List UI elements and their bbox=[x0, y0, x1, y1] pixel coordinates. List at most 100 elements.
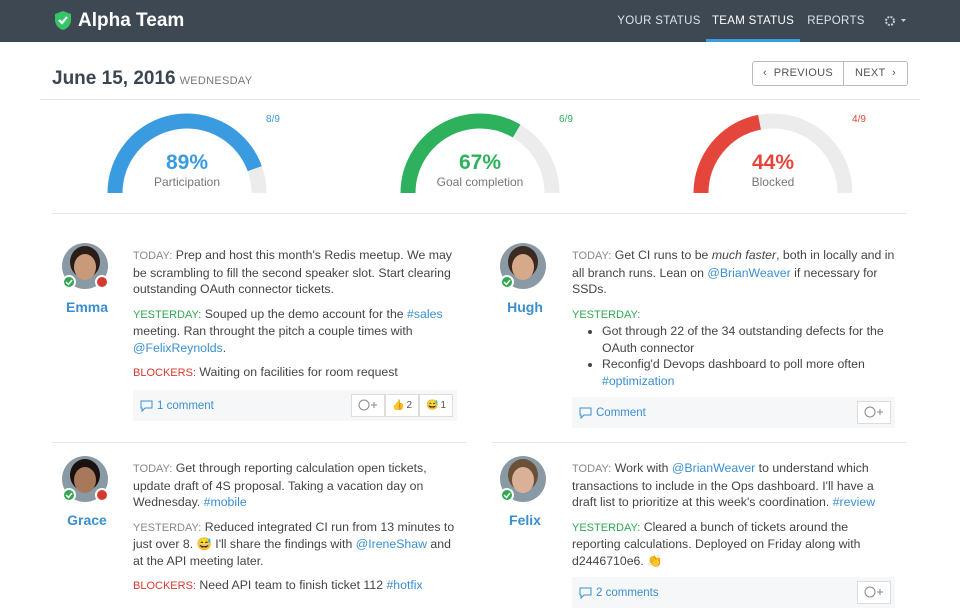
link[interactable]: @BrianWeaver bbox=[707, 265, 791, 280]
add-reaction[interactable] bbox=[857, 581, 891, 604]
avatar bbox=[62, 243, 109, 289]
comment-icon bbox=[140, 400, 153, 412]
card-footer: 2 comments bbox=[572, 577, 895, 608]
text: , both in locally and in all branch runs… bbox=[572, 248, 895, 280]
bullet-item: Got through 22 of the 34 outstanding def… bbox=[602, 323, 897, 356]
person-name[interactable]: Grace bbox=[67, 512, 107, 528]
add-reaction[interactable] bbox=[857, 401, 891, 424]
status-card: TODAY: Get through reporting calculation… bbox=[133, 460, 458, 603]
divider bbox=[40, 99, 920, 100]
avatar bbox=[62, 456, 109, 502]
nav-item[interactable]: YOUR STATUS bbox=[617, 15, 701, 27]
text: meeting. Ran throught the pitch a couple… bbox=[133, 324, 413, 338]
link[interactable]: #optimization bbox=[602, 373, 675, 388]
link[interactable]: @IreneShaw bbox=[355, 537, 427, 551]
icon-plus bbox=[371, 401, 377, 408]
text: . bbox=[222, 340, 227, 355]
link[interactable]: #review bbox=[832, 495, 876, 509]
avatar bbox=[500, 456, 546, 502]
avatar-face bbox=[512, 254, 534, 280]
link[interactable]: @FelixReynolds bbox=[133, 340, 223, 355]
gauge-count: 8/9 bbox=[266, 114, 280, 125]
status-ok bbox=[500, 488, 514, 502]
settings[interactable] bbox=[884, 14, 908, 28]
add-reaction-icon bbox=[864, 586, 883, 598]
status-section: YESTERDAY: Cleared a bunch of tickets ar… bbox=[572, 519, 897, 570]
brand-icon bbox=[55, 11, 71, 30]
status-section: TODAY: Get through reporting calculation… bbox=[133, 460, 458, 511]
comment-link[interactable]: Comment bbox=[596, 407, 646, 419]
status-ok bbox=[500, 275, 514, 289]
status-card: TODAY: Get CI runs to be much faster, bo… bbox=[572, 247, 897, 428]
person-name[interactable]: Hugh bbox=[507, 299, 543, 315]
person-name[interactable]: Emma bbox=[65, 299, 109, 315]
comment-link[interactable]: 1 comment bbox=[157, 399, 214, 412]
add-reaction[interactable] bbox=[351, 393, 385, 417]
link[interactable]: @BrianWeaver bbox=[671, 461, 756, 475]
section-label: TODAY: bbox=[133, 463, 173, 475]
weekday: WEDNESDAY bbox=[179, 75, 253, 87]
prev-label: PREVIOUS bbox=[773, 67, 833, 79]
text: Reconfig'd Devops dashboard to poll more… bbox=[602, 357, 865, 371]
gauge-arc bbox=[107, 113, 262, 194]
status-section: YESTERDAY: Got through 22 of the 34 outs… bbox=[572, 306, 897, 390]
card-footer: Comment bbox=[572, 397, 895, 428]
section-label: TODAY: bbox=[572, 250, 612, 262]
section-label: YESTERDAY: bbox=[133, 521, 202, 534]
reaction-emoji: 😅 bbox=[425, 399, 439, 411]
divider bbox=[52, 442, 467, 443]
text: Get CI runs to be bbox=[614, 248, 712, 262]
section-label: YESTERDAY: bbox=[572, 521, 641, 534]
nav-item[interactable]: REPORTS bbox=[807, 15, 865, 27]
status-blocked bbox=[95, 488, 109, 502]
brand[interactable]: Alpha Team bbox=[78, 10, 185, 31]
gauge-label: Blocked bbox=[752, 175, 795, 189]
text: Work with bbox=[614, 461, 672, 475]
section-label: TODAY: bbox=[572, 463, 612, 475]
link[interactable]: #mobile bbox=[203, 495, 247, 509]
status-section: BLOCKERS: Need API team to finish ticket… bbox=[133, 577, 458, 595]
link[interactable]: #hotfix bbox=[386, 578, 423, 592]
next-label: NEXT bbox=[854, 67, 886, 79]
reaction-emoji: 👍 bbox=[391, 399, 405, 411]
text: and at the API meeting later. bbox=[133, 537, 451, 568]
gauge-value: 44% bbox=[752, 151, 794, 174]
text: Reduced integrated CI run from 13 minute… bbox=[133, 519, 455, 552]
next-button[interactable]: NEXT › bbox=[843, 61, 908, 86]
status-section: TODAY: Work with @BrianWeaver to underst… bbox=[572, 460, 897, 511]
gauge-count: 6/9 bbox=[559, 114, 573, 125]
avatar-face bbox=[512, 467, 534, 493]
link[interactable]: #sales bbox=[407, 306, 443, 321]
text: Need API team to finish ticket 112 bbox=[199, 578, 387, 592]
status-card: TODAY: Prep and host this month's Redis … bbox=[133, 247, 458, 421]
divider bbox=[52, 213, 907, 214]
status-section: BLOCKERS: Waiting on facilities for room… bbox=[133, 364, 458, 382]
status-section: TODAY: Get CI runs to be much faster, bo… bbox=[572, 247, 897, 298]
bullet-list: Got through 22 of the 34 outstanding def… bbox=[572, 323, 897, 389]
person-name[interactable]: Felix bbox=[509, 512, 541, 528]
gauge-count: 4/9 bbox=[852, 114, 866, 125]
nav-item[interactable]: TEAM STATUS bbox=[706, 0, 800, 42]
gauge-label: Participation bbox=[154, 175, 220, 189]
comment-icon bbox=[579, 587, 592, 599]
reaction[interactable]: 👍 2 bbox=[385, 393, 419, 417]
text: if necessary for SSDs. bbox=[572, 265, 878, 297]
bullet-item: Reconfig'd Devops dashboard to poll more… bbox=[602, 356, 897, 389]
avatar-face bbox=[74, 467, 96, 493]
status-check bbox=[503, 492, 511, 499]
card-footer: 1 comment 👍 2 😅 1 bbox=[133, 389, 457, 421]
status-ok bbox=[62, 275, 76, 289]
status-check bbox=[65, 279, 73, 286]
comment-link[interactable]: 2 comments bbox=[596, 587, 659, 599]
icon-face bbox=[358, 399, 370, 411]
prev-button[interactable]: ‹ PREVIOUS bbox=[752, 61, 844, 86]
section-label: YESTERDAY: bbox=[572, 308, 641, 321]
text: Got through 22 of the 34 outstanding def… bbox=[602, 324, 884, 355]
avatar bbox=[500, 243, 546, 289]
date: June 15, 2016 WEDNESDAY bbox=[52, 68, 252, 90]
section-label: TODAY: bbox=[133, 250, 173, 262]
gauge-label: Goal completion bbox=[437, 175, 524, 189]
text: to understand which transactions to incl… bbox=[572, 461, 874, 509]
reaction[interactable]: 😅 1 bbox=[419, 393, 453, 417]
gauge-value: 89% bbox=[166, 151, 208, 174]
